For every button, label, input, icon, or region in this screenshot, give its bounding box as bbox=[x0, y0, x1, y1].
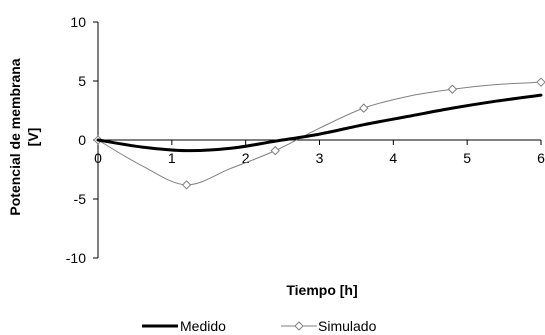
data-point-marker bbox=[536, 77, 545, 87]
x-tick-label: 4 bbox=[389, 150, 397, 166]
series-line-medido bbox=[96, 93, 543, 153]
y-tick-label: -5 bbox=[74, 191, 87, 207]
x-tick-label: 3 bbox=[316, 150, 324, 166]
x-tick-label: 0 bbox=[94, 150, 102, 166]
axes: 10 5 0 -5 -10 0 1 2 3 4 5 6 bbox=[66, 14, 545, 266]
y-tick-label: 10 bbox=[70, 14, 86, 30]
data-point-marker bbox=[447, 84, 458, 94]
data-point-marker bbox=[181, 180, 192, 190]
x-tick-label: 6 bbox=[537, 150, 545, 166]
x-tick-label: 2 bbox=[242, 150, 250, 166]
y-tick-label: 0 bbox=[78, 132, 86, 148]
legend-label-medido: Medido bbox=[180, 318, 226, 334]
legend: Medido Simulado bbox=[142, 318, 377, 334]
y-axis-title: Potencial de membrana [V] bbox=[7, 58, 41, 215]
series-layer bbox=[93, 77, 545, 190]
y-tick-label: -10 bbox=[66, 250, 86, 266]
x-tick-label: 1 bbox=[168, 150, 176, 166]
y-tick-label: 5 bbox=[78, 73, 86, 89]
x-axis-title: Tiempo [h] bbox=[286, 282, 357, 298]
legend-marker-simulado bbox=[294, 321, 304, 331]
y-axis-title-line1: Potencial de membrana bbox=[7, 58, 23, 215]
series-line-simulado bbox=[97, 81, 542, 186]
data-point-marker bbox=[359, 103, 369, 113]
data-point-marker bbox=[270, 145, 280, 156]
y-axis-title-line2: [V] bbox=[25, 128, 41, 147]
legend-label-simulado: Simulado bbox=[318, 318, 377, 334]
x-tick-label: 5 bbox=[463, 150, 471, 166]
